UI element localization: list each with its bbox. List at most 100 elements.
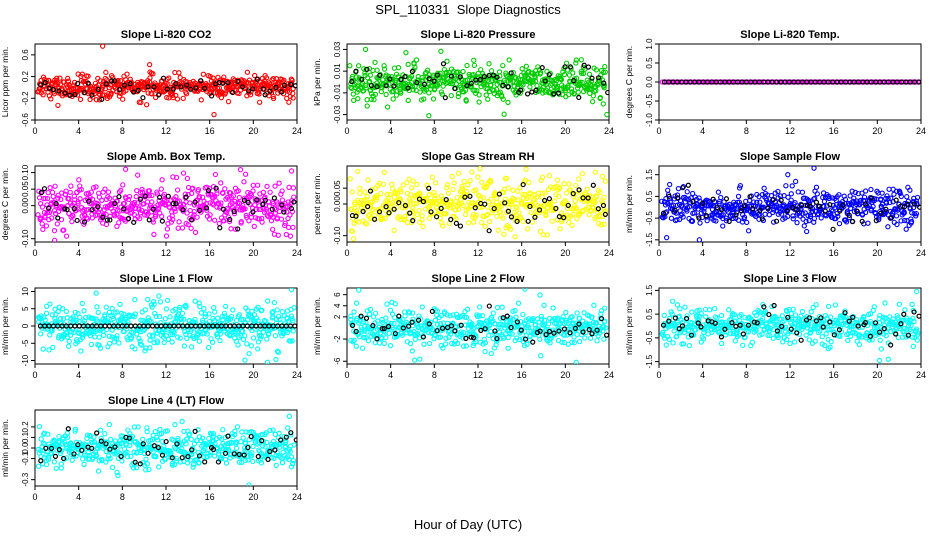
series-point (221, 323, 227, 329)
series-point (472, 87, 478, 93)
series-point (420, 223, 426, 230)
series-point (180, 170, 187, 176)
series-point (374, 67, 380, 73)
reference-point (726, 218, 732, 224)
reference-point (406, 323, 412, 329)
reference-point (770, 196, 776, 203)
series-point (449, 340, 455, 347)
series-point (579, 170, 586, 177)
series-point (41, 314, 47, 320)
series-point (482, 223, 488, 229)
series-point (90, 185, 97, 191)
series-point (509, 201, 515, 207)
series-point (62, 191, 69, 198)
x-tick-label: 12 (473, 370, 483, 380)
series-point (727, 325, 733, 331)
series-point (814, 191, 820, 197)
reference-point (703, 213, 709, 219)
x-tick-label: 4 (388, 370, 393, 380)
series-point (218, 200, 224, 206)
series-point (455, 170, 462, 176)
series-point (550, 305, 556, 311)
series-point (386, 330, 392, 336)
series-point (513, 314, 519, 320)
series-point (84, 216, 91, 222)
series-point (350, 97, 357, 103)
series-point (188, 225, 194, 231)
y-tick-label: -0.6 (21, 113, 30, 127)
series-point (517, 214, 524, 221)
reference-point (710, 196, 716, 202)
series-point (365, 177, 371, 183)
reference-point (245, 199, 251, 206)
y-tick-label: 4 (333, 303, 342, 308)
series-point (762, 211, 768, 217)
series-point (205, 344, 212, 351)
series-point (507, 226, 514, 232)
series-point (913, 211, 920, 217)
series-point (806, 337, 812, 343)
series-point (235, 188, 241, 194)
reference-point (901, 204, 908, 210)
reference-point (572, 325, 578, 331)
series-point (765, 332, 771, 338)
y-axis-label: kPa per min. (312, 58, 322, 106)
reference-point (371, 216, 378, 222)
series-point (97, 78, 103, 84)
reference-point (246, 88, 252, 94)
series-point (704, 217, 710, 224)
series-point (593, 67, 599, 73)
series-point (540, 90, 546, 96)
reference-point (878, 210, 884, 216)
series-point (576, 338, 583, 345)
reference-point (72, 91, 78, 98)
outlier-point (93, 290, 99, 296)
series-point (488, 179, 494, 185)
series-point (281, 77, 287, 83)
x-tick-label: 12 (161, 126, 171, 136)
series-point (588, 78, 595, 84)
series-point (46, 347, 52, 353)
series-point (402, 313, 408, 319)
series-point (679, 211, 685, 217)
series-point (696, 195, 702, 201)
outlier-point (426, 113, 432, 119)
series-point (544, 232, 550, 238)
series-point (483, 92, 489, 98)
series-point (167, 314, 173, 320)
reference-point (370, 323, 376, 329)
series-point (706, 307, 713, 313)
chart-title: Slope Line 3 Flow (744, 273, 837, 285)
series-point (431, 189, 437, 196)
series-point (42, 317, 48, 323)
series-point (433, 180, 439, 186)
series-point (696, 307, 702, 313)
series-point (351, 309, 357, 315)
series-point (509, 331, 515, 337)
series-point (113, 335, 120, 342)
reference-point (580, 329, 586, 335)
data-points (35, 44, 297, 118)
reference-point (486, 303, 492, 309)
series-point (503, 175, 510, 181)
series-point (485, 96, 491, 102)
series-point (256, 91, 262, 97)
reference-point (508, 70, 514, 76)
reference-point (173, 201, 179, 207)
series-point (447, 331, 454, 337)
series-point (239, 328, 246, 334)
reference-point (527, 203, 533, 210)
series-point (440, 83, 446, 89)
series-point (760, 315, 766, 322)
series-point (686, 342, 693, 349)
series-point (824, 79, 830, 85)
chart-title: Slope Amb. Box Temp. (107, 151, 226, 163)
series-point (409, 83, 416, 90)
series-point (75, 92, 81, 98)
series-point (601, 85, 607, 91)
x-tick-label: 24 (292, 126, 302, 136)
series-point (195, 186, 202, 193)
reference-point (580, 195, 586, 201)
reference-point (539, 65, 545, 71)
series-point (449, 173, 455, 180)
